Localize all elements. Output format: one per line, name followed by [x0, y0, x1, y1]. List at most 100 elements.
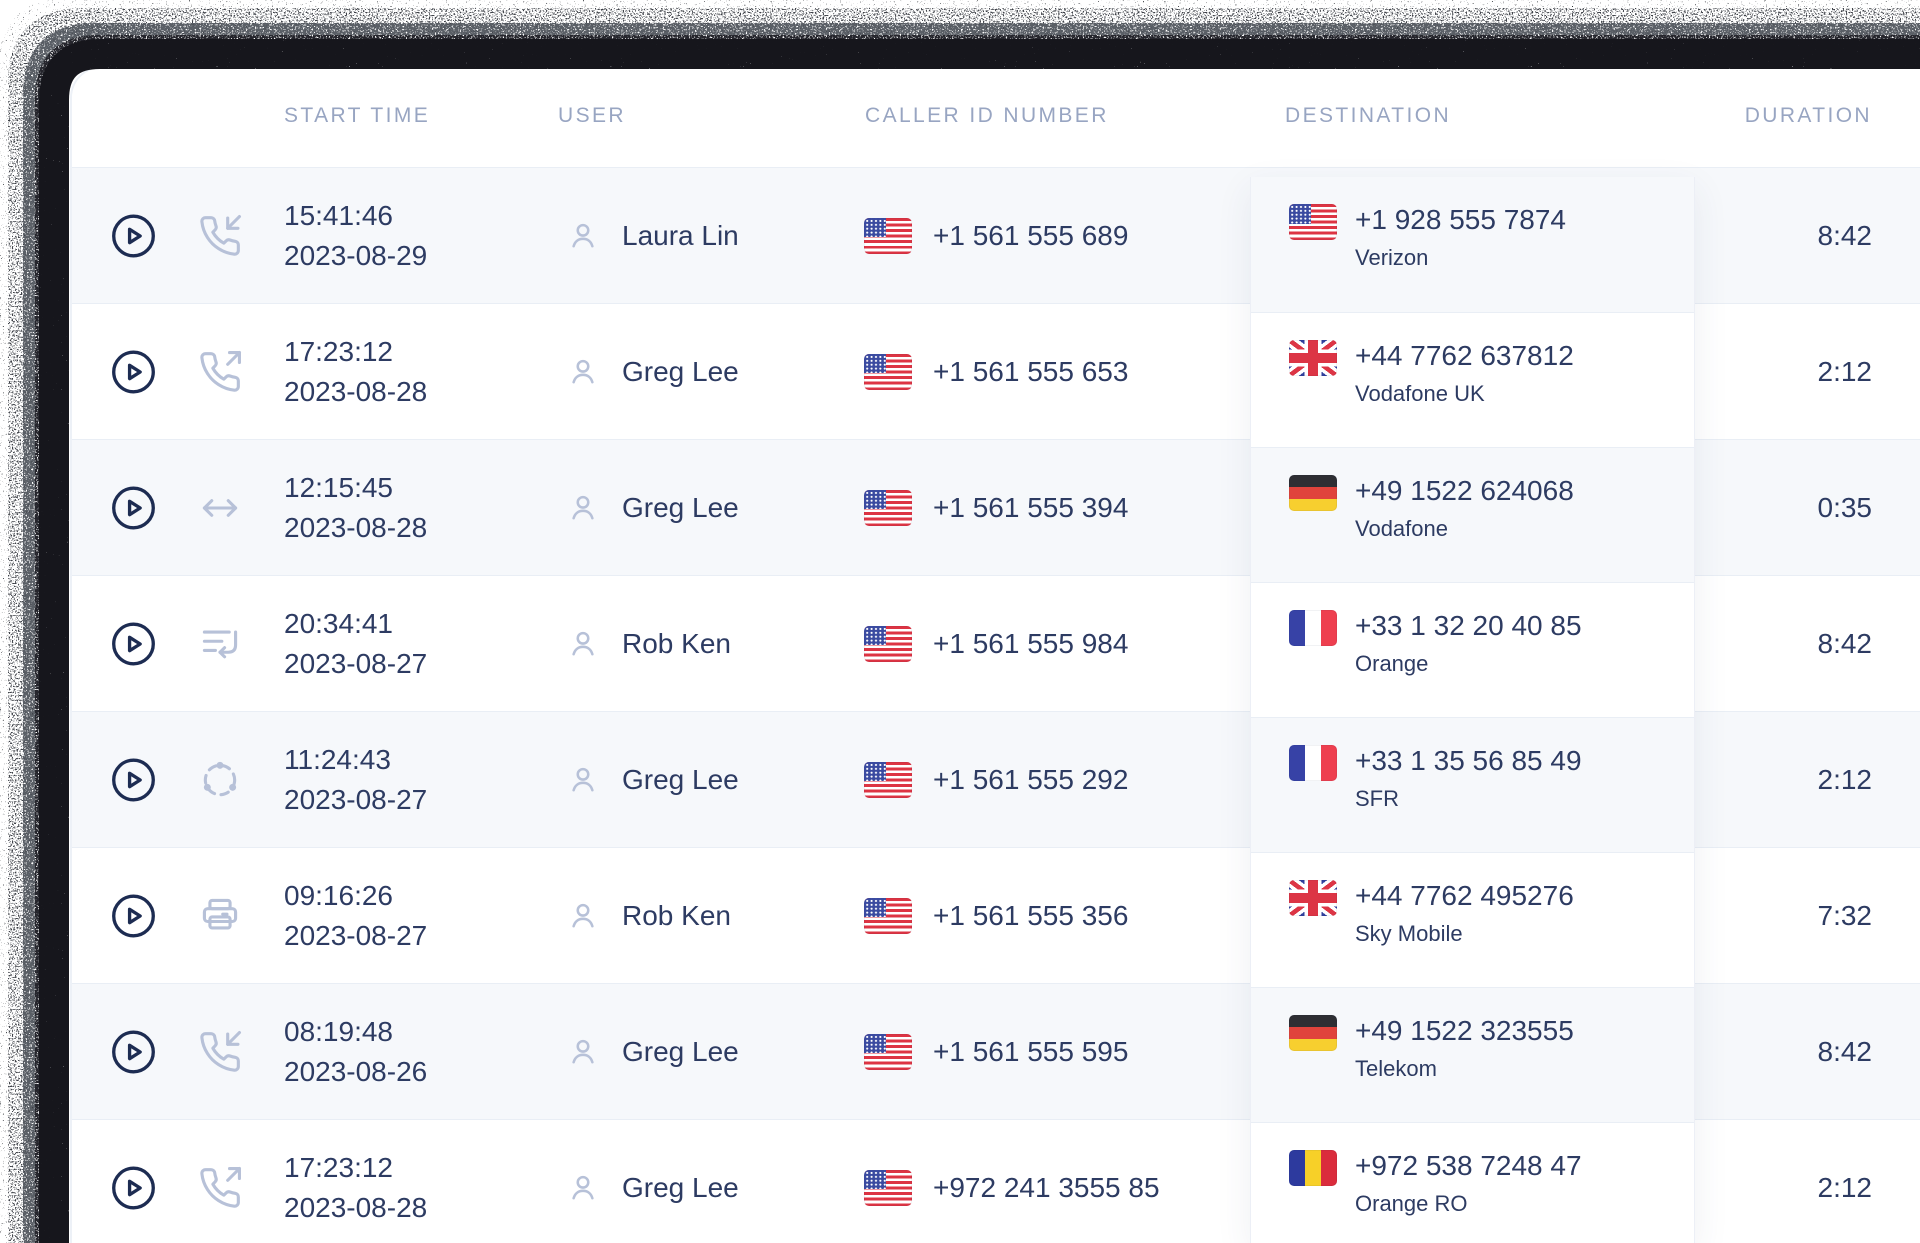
start-time-cell: 15:41:46 2023-08-29	[284, 196, 427, 276]
caller-id-number: +1 561 555 984	[933, 627, 1129, 659]
destination-carrier: Vodafone UK	[1355, 381, 1485, 406]
start-time: 15:41:46	[284, 199, 393, 231]
fr-flag-icon	[1289, 610, 1337, 646]
destination-info: +49 1522 323555 Telekom	[1355, 1013, 1574, 1083]
caller-id-number: +1 561 555 292	[933, 763, 1129, 795]
user-cell: Greg Lee	[566, 491, 739, 525]
destination-info: +44 7762 637812 Vodafone UK	[1355, 338, 1574, 408]
start-time-cell: 17:23:12 2023-08-28	[284, 1148, 427, 1228]
duration-value: 8:42	[1817, 627, 1873, 659]
destination-carrier: SFR	[1355, 786, 1399, 811]
duration-value: 2:12	[1817, 355, 1873, 387]
duration-value: 8:42	[1817, 219, 1873, 251]
destination-info: +1 928 555 7874 Verizon	[1355, 202, 1566, 272]
column-header-user: USER	[558, 104, 626, 127]
destination-carrier: Orange RO	[1355, 1191, 1468, 1216]
start-time: 20:34:41	[284, 607, 393, 639]
user-icon	[572, 903, 594, 927]
user-icon	[572, 767, 594, 791]
start-date: 2023-08-28	[284, 511, 428, 543]
start-time: 08:19:48	[284, 1015, 393, 1047]
caller-id-cell: +1 561 555 394	[864, 489, 1129, 526]
destination-info: +44 7762 495276 Sky Mobile	[1355, 878, 1574, 948]
fr-flag-icon	[1289, 745, 1337, 781]
caller-id-cell: +972 241 3555 85	[864, 1169, 1160, 1206]
user-name: Greg Lee	[622, 1035, 739, 1067]
destination-number: +49 1522 323555	[1355, 1015, 1574, 1046]
start-date: 2023-08-27	[284, 783, 428, 815]
us-flag-icon	[864, 625, 912, 662]
duration-value: 7:32	[1817, 899, 1873, 931]
uk-flag-icon	[1289, 880, 1337, 916]
caller-id-cell: +1 561 555 356	[864, 897, 1128, 934]
caller-id-number: +1 561 555 653	[933, 355, 1129, 387]
play-recording-button[interactable]	[110, 1028, 157, 1075]
play-recording-button[interactable]	[110, 756, 157, 803]
us-flag-icon	[864, 489, 912, 526]
duration-value: 0:35	[1817, 491, 1873, 523]
start-time-cell: 09:16:26 2023-08-27	[284, 876, 427, 956]
play-recording-button[interactable]	[110, 620, 157, 667]
table-header: START TIME USER CALLER ID NUMBER DESTINA…	[72, 68, 1920, 167]
destination-info: +33 1 32 20 40 85 Orange	[1355, 608, 1582, 678]
destination-info: +49 1522 624068 Vodafone	[1355, 473, 1574, 543]
ro-flag-icon	[1289, 1150, 1337, 1186]
incoming-call-icon	[198, 1030, 242, 1074]
destination-number: +1 928 555 7874	[1355, 204, 1566, 235]
destination-number: +33 1 32 20 40 85	[1355, 610, 1582, 641]
user-icon	[572, 1175, 594, 1199]
caller-id-cell: +1 561 555 984	[864, 625, 1129, 662]
uk-flag-icon	[1289, 340, 1337, 376]
destination-cell: +972 538 7248 47 Orange RO	[1251, 1122, 1694, 1243]
us-flag-icon	[864, 353, 912, 390]
destination-info: +33 1 35 56 85 49 SFR	[1355, 743, 1582, 813]
caller-id-cell: +1 561 555 292	[864, 761, 1129, 798]
caller-id-cell: +1 561 555 595	[864, 1033, 1129, 1070]
destination-carrier: Vodafone	[1355, 516, 1448, 541]
destination-cell: +1 928 555 7874 Verizon	[1251, 177, 1694, 312]
destination-cell: +44 7762 637812 Vodafone UK	[1251, 312, 1694, 447]
play-recording-button[interactable]	[110, 1164, 157, 1211]
start-time-cell: 20:34:41 2023-08-27	[284, 604, 427, 684]
start-time: 11:24:43	[284, 743, 391, 775]
play-recording-button[interactable]	[110, 348, 157, 395]
user-cell: Greg Lee	[566, 1035, 739, 1069]
duration-value: 8:42	[1817, 1035, 1873, 1067]
start-time: 12:15:45	[284, 471, 393, 503]
user-cell: Greg Lee	[566, 355, 739, 389]
play-recording-button[interactable]	[110, 892, 157, 939]
destination-number: +49 1522 624068	[1355, 475, 1574, 506]
us-flag-icon	[864, 897, 912, 934]
user-name: Greg Lee	[622, 1171, 739, 1203]
user-name: Greg Lee	[622, 763, 739, 795]
caller-id-cell: +1 561 555 653	[864, 353, 1129, 390]
start-time: 09:16:26	[284, 879, 393, 911]
destination-cell: +49 1522 323555 Telekom	[1251, 987, 1694, 1122]
us-flag-icon	[864, 761, 912, 798]
column-header-caller-id: CALLER ID NUMBER	[865, 104, 1109, 127]
play-recording-button[interactable]	[110, 212, 157, 259]
user-name: Greg Lee	[622, 491, 739, 523]
user-icon	[572, 495, 594, 519]
user-cell: Rob Ken	[566, 899, 731, 933]
destination-number: +33 1 35 56 85 49	[1355, 745, 1582, 776]
us-flag-icon	[864, 217, 912, 254]
user-name: Rob Ken	[622, 627, 731, 659]
us-flag-icon	[864, 1033, 912, 1070]
de-flag-icon	[1289, 1015, 1337, 1051]
outgoing-call-icon	[198, 350, 242, 394]
user-name: Laura Lin	[622, 219, 739, 251]
caller-id-number: +1 561 555 595	[933, 1035, 1129, 1067]
destination-carrier: Telekom	[1355, 1056, 1437, 1081]
caller-id-number: +1 561 555 689	[933, 219, 1129, 251]
column-header-start-time: START TIME	[284, 104, 431, 127]
user-cell: Greg Lee	[566, 763, 739, 797]
start-date: 2023-08-28	[284, 1191, 428, 1223]
start-date: 2023-08-26	[284, 1055, 428, 1087]
destination-column-card: +1 928 555 7874 Verizon +44 7762 637812 …	[1250, 177, 1695, 1243]
destination-carrier: Verizon	[1355, 245, 1429, 270]
caller-id-number: +1 561 555 394	[933, 491, 1129, 523]
conference-call-icon	[198, 758, 242, 802]
user-icon	[572, 631, 594, 655]
play-recording-button[interactable]	[110, 484, 157, 531]
